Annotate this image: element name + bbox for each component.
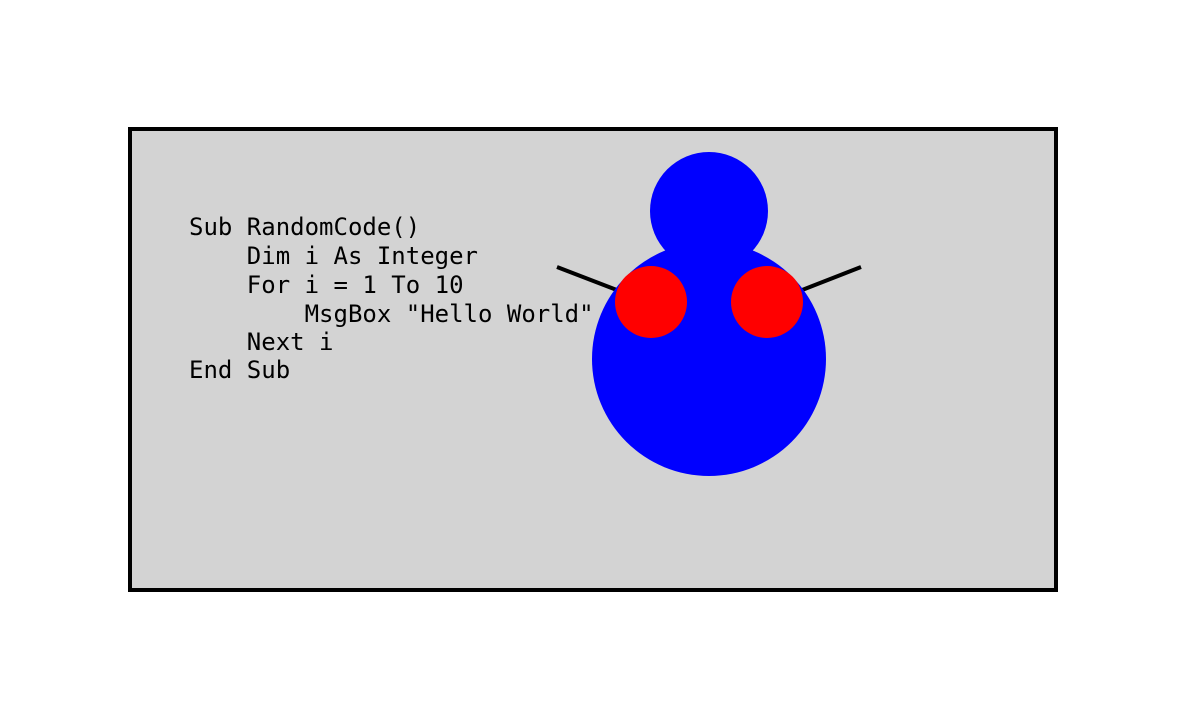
left-cheek — [615, 266, 687, 338]
code-block: Sub RandomCode() Dim i As Integer For i … — [189, 213, 594, 384]
code-line: For i = 1 To 10 — [189, 271, 464, 299]
figure-head — [650, 152, 768, 270]
code-line: Sub RandomCode() — [189, 213, 420, 241]
code-line: MsgBox "Hello World" — [189, 300, 594, 328]
right-arm — [796, 265, 862, 294]
left-arm — [556, 265, 623, 294]
right-cheek — [731, 266, 803, 338]
code-line: End Sub — [189, 356, 290, 384]
figure — [556, 152, 862, 476]
code-line: Next i — [189, 328, 334, 356]
code-line: Dim i As Integer — [189, 242, 478, 270]
